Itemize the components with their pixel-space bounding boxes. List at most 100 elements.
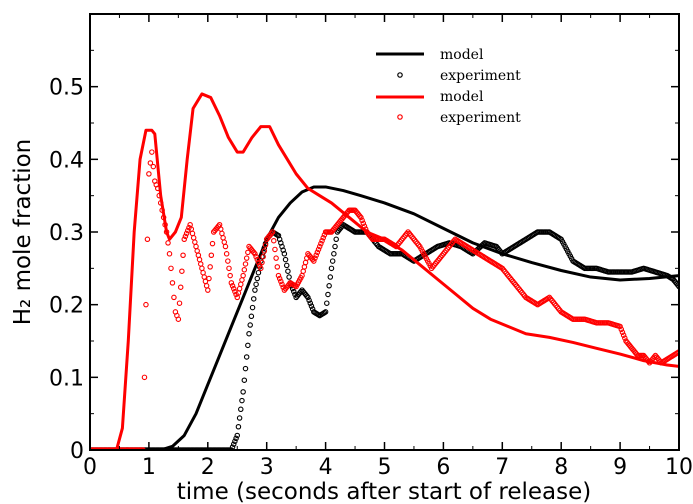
data-point-red-experiment [220,235,226,241]
data-point-black-experiment [234,432,241,439]
data-point-red-experiment [276,275,283,282]
data-point-red-experiment [618,326,625,333]
data-point-red-experiment [219,230,225,237]
data-point-red-experiment [165,240,171,246]
data-point-black-experiment [326,283,332,289]
data-point-black-experiment [282,256,289,263]
x-tick-label-3: 3 [260,455,274,480]
data-point-red-experiment [206,275,212,282]
data-point-black-experiment [253,281,259,288]
data-point-black-experiment [291,288,297,295]
y-tick-label-2: 0.2 [49,294,84,319]
x-tick-label-4: 4 [319,455,333,480]
legend-swatch-red-experiment [397,114,403,120]
data-point-black-experiment [286,274,292,280]
data-point-red-experiment [190,235,197,241]
data-point-red-experiment [239,277,245,283]
data-point-red-experiment [201,274,208,280]
data-point-black-experiment [242,365,249,372]
data-point-red-experiment [238,281,244,288]
x-tick-label-8: 8 [554,455,568,480]
y-tick-label-3: 0.3 [49,221,84,246]
data-point-red-experiment [278,278,284,285]
data-point-red-experiment [241,267,248,273]
data-point-black-experiment [322,309,329,315]
legend: model experiment model experiment [376,47,521,126]
data-point-black-experiment [232,438,238,445]
data-point-red-experiment [196,256,203,263]
data-point-red-experiment [207,264,213,270]
data-point-red-experiment [181,236,187,243]
data-point-red-experiment [274,264,281,270]
data-point-red-experiment [203,283,210,289]
data-point-red-experiment [275,272,282,279]
data-point-red-experiment [315,246,322,253]
data-point-red-experiment [163,229,170,235]
data-point-red-experiment [254,256,261,263]
data-point-black-experiment [331,251,337,257]
data-point-red-experiment [156,192,162,199]
y-tick-label-4: 0.4 [49,148,84,173]
data-point-red-experiment [179,268,185,274]
data-point-red-experiment [252,251,258,257]
data-point-black-experiment [283,262,290,269]
legend-label-red-experiment: experiment [440,110,521,126]
data-point-red-experiment [619,329,626,336]
data-point-black-experiment [309,306,316,312]
data-point-red-experiment [258,265,264,272]
data-point-red-experiment [302,259,309,266]
data-point-red-experiment [245,249,251,256]
legend-label-black-model: model [440,47,484,63]
data-point-red-experiment [362,226,369,232]
data-point-red-experiment [271,237,277,244]
y-tick-label-1: 0.1 [49,366,84,391]
data-point-red-experiment [279,281,285,288]
data-point-red-experiment [228,280,235,286]
data-point-red-experiment [223,251,230,257]
data-point-red-experiment [195,252,202,259]
plot-frame [89,13,680,451]
data-point-red-experiment [320,235,326,241]
data-point-red-experiment [360,220,367,227]
data-point-black-experiment [238,406,244,413]
x-tick-label-1: 1 [142,455,156,480]
data-point-red-experiment [149,149,155,155]
data-point-red-experiment [227,272,233,279]
data-point-red-experiment [200,269,206,276]
data-point-black-experiment [306,297,312,304]
data-point-red-experiment [311,258,317,264]
data-point-red-experiment [313,252,319,259]
data-point-red-experiment [197,261,204,267]
data-point-black-experiment [281,251,288,257]
data-point-red-experiment [144,236,151,243]
data-point-red-experiment [154,185,161,192]
data-point-black-experiment [233,435,239,442]
data-point-red-experiment [314,249,321,256]
data-point-red-experiment [193,243,199,250]
legend-swatch-black-experiment [397,72,403,78]
data-point-black-experiment [236,415,243,421]
data-point-black-experiment [241,377,248,383]
data-point-red-experiment [175,316,182,322]
data-point-red-experiment [205,287,211,293]
data-point-red-experiment [318,240,324,247]
data-point-red-experiment [194,248,200,254]
data-point-red-experiment [300,268,306,274]
data-point-red-experiment [269,229,276,235]
data-point-black-experiment [250,296,257,302]
data-point-red-experiment [209,240,216,247]
data-point-red-experiment [255,259,262,266]
tick-labels: 0 1 2 3 4 5 6 7 8 9 10 0 0.1 0.2 0.3 0.4 0.5 [49,76,693,480]
data-point-red-experiment [260,253,266,260]
data-point-black-experiment [249,304,256,311]
data-point-red-experiment [226,265,232,272]
data-point-black-experiment [254,275,261,282]
data-point-red-experiment [312,255,318,261]
data-point-red-experiment [358,214,364,221]
x-axis-title: time (seconds after start of release) [177,479,592,504]
data-point-red-experiment [182,233,189,240]
x-tick-label-2: 2 [201,455,215,480]
data-point-red-experiment [146,171,152,177]
data-point-red-experiment [242,261,249,267]
data-point-red-experiment [261,248,268,254]
